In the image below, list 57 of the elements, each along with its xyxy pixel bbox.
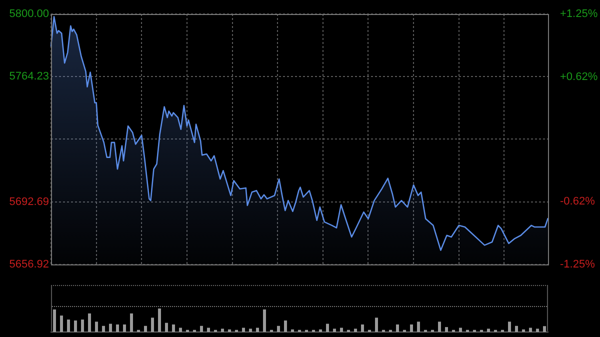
bar xyxy=(291,329,294,332)
bar xyxy=(256,328,259,332)
bar xyxy=(284,320,287,332)
bar xyxy=(410,324,413,332)
bar xyxy=(95,322,98,332)
y2-tick-label: +1.25% xyxy=(560,8,598,20)
bar xyxy=(109,324,112,332)
bar xyxy=(172,324,175,332)
bar xyxy=(263,309,266,332)
y2-tick-label: +0.62% xyxy=(560,71,598,84)
bar xyxy=(130,313,133,332)
bar xyxy=(445,327,448,332)
bar xyxy=(508,322,511,332)
bar xyxy=(102,326,105,332)
bar xyxy=(319,329,322,332)
bar xyxy=(396,324,399,332)
bar xyxy=(116,324,119,332)
bar xyxy=(53,309,56,332)
bar xyxy=(151,318,154,332)
bar xyxy=(536,328,539,332)
bar xyxy=(60,316,63,332)
y-tick-label: 5656.92 xyxy=(9,258,49,270)
y-tick-label: 5692.69 xyxy=(9,196,49,208)
bar xyxy=(326,324,329,332)
bar xyxy=(438,322,441,332)
bar xyxy=(123,324,126,332)
y-tick-label: 5800.00 xyxy=(9,8,49,20)
bar xyxy=(74,320,77,332)
bar xyxy=(487,328,490,332)
bar xyxy=(277,326,280,332)
bar xyxy=(88,313,91,332)
bar xyxy=(165,322,168,332)
bar xyxy=(340,328,343,332)
bar xyxy=(81,320,84,332)
y2-tick-label: -0.62% xyxy=(560,195,596,208)
bar xyxy=(200,326,203,332)
bar xyxy=(417,322,420,332)
bar xyxy=(144,326,147,332)
bar xyxy=(361,324,364,332)
bar xyxy=(249,328,252,332)
bar xyxy=(179,328,182,332)
bar xyxy=(333,328,336,332)
bar xyxy=(522,329,525,332)
bar xyxy=(529,328,532,332)
bar xyxy=(354,328,357,332)
bar xyxy=(515,326,518,332)
y2-tick-label: -1.25% xyxy=(560,258,596,270)
bar xyxy=(228,329,231,332)
bar xyxy=(242,328,245,332)
bar xyxy=(375,318,378,332)
bar xyxy=(221,328,224,332)
bar xyxy=(158,308,161,332)
bar xyxy=(543,326,546,332)
bar xyxy=(459,328,462,332)
bar xyxy=(207,328,210,332)
y-tick-label: 5764.23 xyxy=(9,70,49,83)
bar xyxy=(67,320,70,332)
